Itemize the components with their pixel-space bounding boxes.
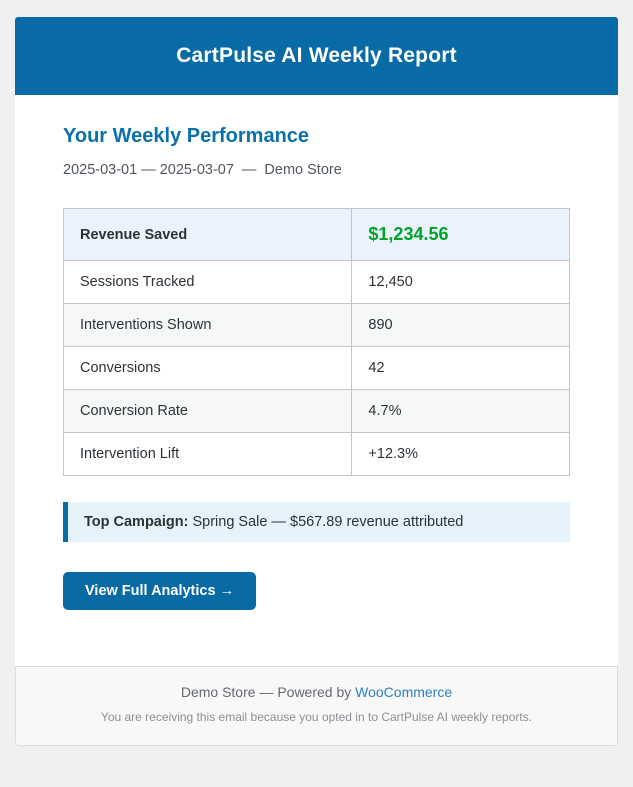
email-card: CartPulse AI Weekly Report Your Weekly P… xyxy=(15,17,618,746)
table-row-revenue-saved: Revenue Saved $1,234.56 xyxy=(62,208,570,261)
email-footer: Demo Store — Powered by WooCommerce You … xyxy=(15,666,618,746)
callout-label: Top Campaign: xyxy=(84,514,189,530)
period-range: 2025-03-01 — 2025-03-07 xyxy=(63,162,234,178)
metrics-table: Revenue Saved $1,234.56 Sessions Tracked… xyxy=(62,208,570,476)
table-row-interventions-shown: Interventions Shown 890 xyxy=(62,303,570,347)
table-row-conversions: Conversions 42 xyxy=(62,346,570,390)
metric-label: Revenue Saved xyxy=(62,208,353,261)
metric-value: 4.7% xyxy=(351,389,570,433)
table-row-intervention-lift: Intervention Lift +12.3% xyxy=(62,432,570,476)
email-body: Your Weekly Performance 2025-03-01 — 202… xyxy=(15,95,618,666)
table-row-sessions-tracked: Sessions Tracked 12,450 xyxy=(62,260,570,304)
metric-label: Sessions Tracked xyxy=(62,260,353,304)
metric-value: $1,234.56 xyxy=(351,208,570,261)
table-row-conversion-rate: Conversion Rate 4.7% xyxy=(62,389,570,433)
metric-value: 12,450 xyxy=(351,260,570,304)
store-name: Demo Store xyxy=(264,162,342,178)
view-full-analytics-button[interactable]: View Full Analytics → xyxy=(63,572,257,610)
email-title: CartPulse AI Weekly Report xyxy=(176,44,457,67)
metric-label: Conversions xyxy=(62,346,353,390)
period-separator: — xyxy=(241,162,257,178)
report-period-line: 2025-03-01 — 2025-03-07 — Demo Store xyxy=(63,162,570,178)
top-campaign-callout: Top Campaign: Spring Sale — $567.89 reve… xyxy=(63,502,570,542)
email-header: CartPulse AI Weekly Report xyxy=(15,17,618,95)
metric-label: Conversion Rate xyxy=(62,389,353,433)
powered-by-line: Demo Store — Powered by WooCommerce xyxy=(36,684,597,700)
woocommerce-link[interactable]: WooCommerce xyxy=(355,684,453,700)
metric-label: Intervention Lift xyxy=(62,432,353,476)
subscription-note: You are receiving this email because you… xyxy=(100,710,533,724)
metric-value: 890 xyxy=(351,303,570,347)
metric-value: 42 xyxy=(351,346,570,390)
metric-label: Interventions Shown xyxy=(62,303,353,347)
section-heading: Your Weekly Performance xyxy=(63,125,310,147)
metric-value: +12.3% xyxy=(351,432,570,476)
powered-by-text: Demo Store — Powered by xyxy=(180,684,352,700)
callout-text: Spring Sale — $567.89 revenue attributed xyxy=(192,514,464,530)
